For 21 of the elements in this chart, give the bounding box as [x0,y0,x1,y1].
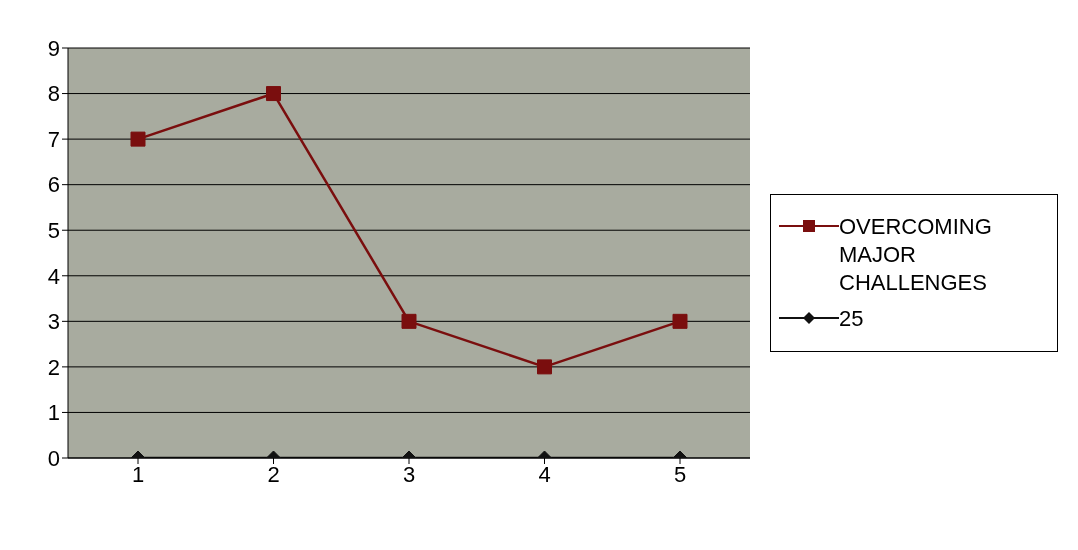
legend-label: OVERCOMING MAJOR CHALLENGES [839,213,993,297]
y-tick-label: 9 [47,35,60,61]
x-tick-label: 1 [131,461,145,487]
y-tick-label: 7 [47,126,60,152]
point [672,313,688,329]
point [266,86,281,102]
y-tick-label: 3 [47,309,60,335]
y-tick-label: 2 [47,354,60,380]
y-tick-label: 6 [47,172,60,198]
y-tick-label: 4 [47,263,60,289]
x-tick-label: 5 [673,461,687,487]
point [130,131,146,147]
point [401,313,417,329]
y-tick-label: 8 [47,81,60,107]
x-tick-label: 3 [402,461,416,487]
y-tick-label: 0 [47,445,60,471]
x-tick-label: 2 [267,461,280,487]
y-tick-label: 1 [47,400,60,426]
legend-label: 25 [839,305,864,333]
y-tick-label: 5 [47,218,60,244]
x-tick-label: 4 [538,461,551,487]
